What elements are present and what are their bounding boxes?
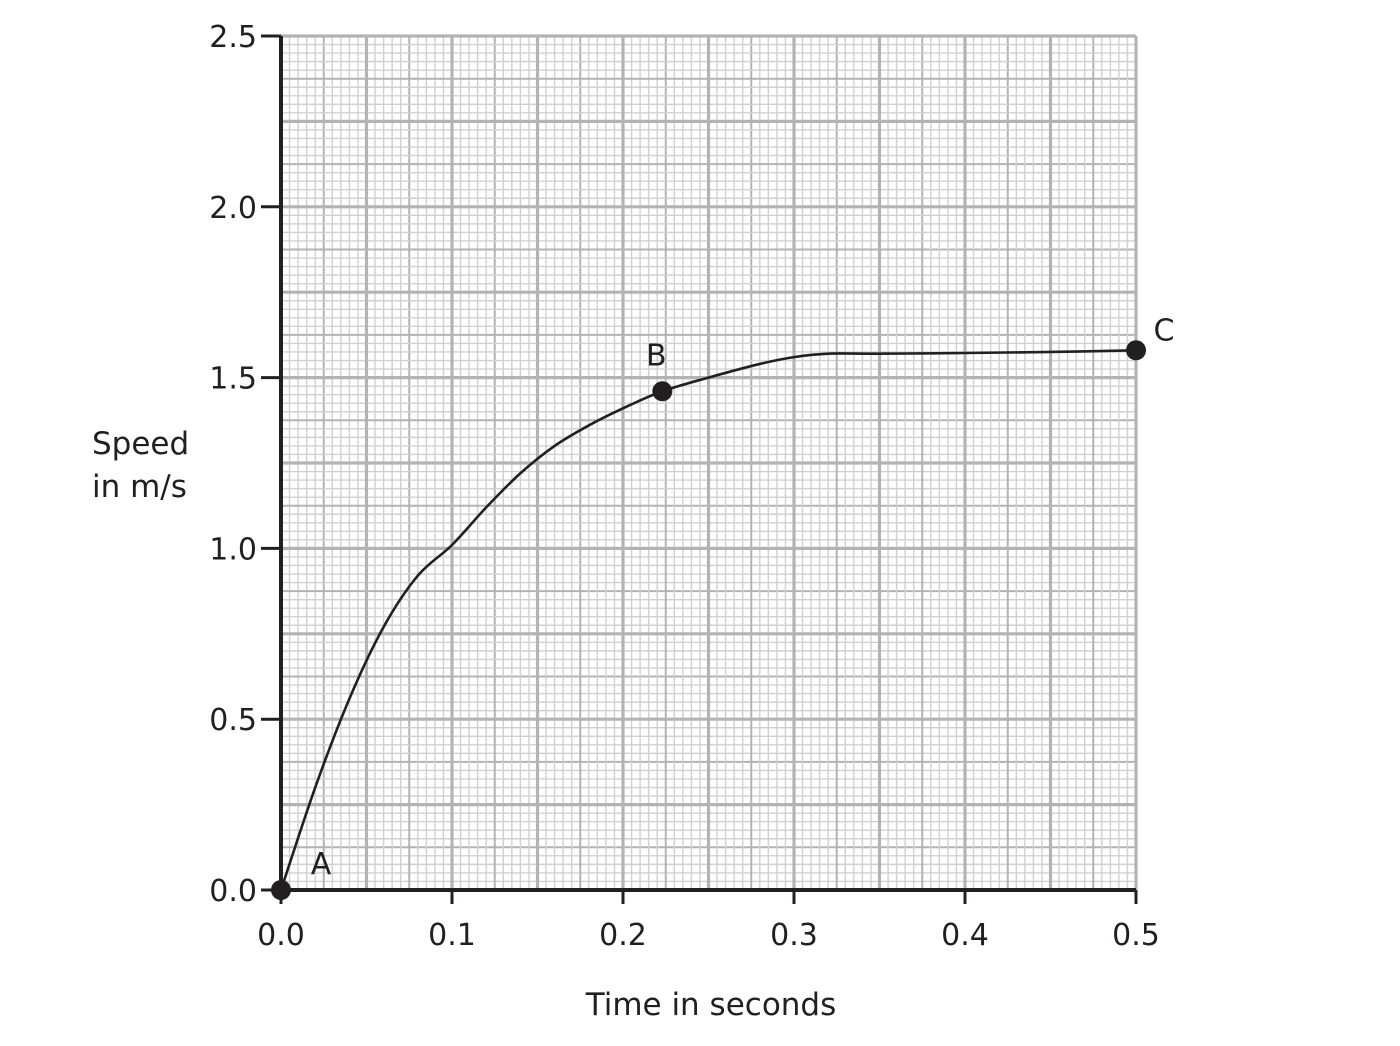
ticks: 0.0 0.5 1.0 1.5 2.0 2.5 0.0 0.1 0.2 0.3 0.4 0.5 (209, 20, 1160, 953)
x-tick-label: 0.0 (257, 918, 305, 953)
point-a-marker (271, 880, 291, 900)
point-c-marker (1126, 340, 1146, 361)
y-tick-label: 1.0 (209, 532, 257, 567)
x-tick-label: 0.1 (428, 918, 476, 953)
major-grid (279, 34, 1138, 892)
x-tick-label: 0.5 (1112, 918, 1160, 953)
curve-layer (279, 348, 1137, 891)
x-tick-label: 0.3 (770, 918, 818, 953)
axes (279, 36, 1136, 892)
series-line (279, 348, 1137, 891)
y-tick-label: 2.5 (209, 20, 257, 55)
y-tick-label: 0.5 (209, 703, 257, 738)
y-axis-title-line2: in m/s (92, 469, 187, 505)
x-axis-title: Time in seconds (585, 987, 837, 1023)
y-axis-title-line1: Speed (92, 426, 189, 462)
x-tick-label: 0.2 (599, 918, 647, 953)
x-tick-label: 0.4 (941, 918, 989, 953)
point-b-marker (652, 381, 673, 402)
y-tick-label: 0.0 (209, 874, 257, 909)
point-c-label: C (1154, 313, 1175, 348)
points-layer: A B C (271, 313, 1174, 900)
point-a-label: A (311, 847, 332, 882)
y-tick-label: 1.5 (209, 362, 257, 397)
y-tick-label: 2.0 (209, 191, 257, 226)
point-b-label: B (646, 338, 667, 373)
